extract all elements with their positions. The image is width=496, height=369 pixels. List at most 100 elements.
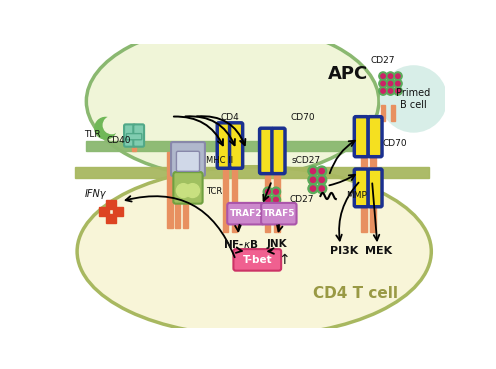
Text: MEK: MEK <box>366 246 392 256</box>
Circle shape <box>317 166 327 176</box>
FancyBboxPatch shape <box>173 172 202 204</box>
Circle shape <box>271 203 281 213</box>
Bar <box>274 156 280 232</box>
Text: CD4: CD4 <box>220 113 239 122</box>
Circle shape <box>308 175 318 185</box>
Circle shape <box>310 168 315 174</box>
Text: APC: APC <box>328 65 368 83</box>
Text: CD70: CD70 <box>382 139 407 148</box>
FancyBboxPatch shape <box>133 124 144 147</box>
Text: Primed
B cell: Primed B cell <box>396 88 431 110</box>
Text: CD27: CD27 <box>290 195 314 204</box>
Circle shape <box>263 187 272 196</box>
Bar <box>75 168 429 178</box>
Circle shape <box>310 186 315 191</box>
Circle shape <box>274 206 278 210</box>
Circle shape <box>386 79 395 88</box>
Circle shape <box>274 189 278 194</box>
Circle shape <box>319 177 324 182</box>
FancyBboxPatch shape <box>354 169 368 207</box>
Circle shape <box>274 197 278 202</box>
Text: TCR: TCR <box>206 187 223 196</box>
Circle shape <box>95 117 117 139</box>
Bar <box>381 105 385 121</box>
Circle shape <box>308 166 318 176</box>
Circle shape <box>396 81 400 86</box>
Text: CD4 T cell: CD4 T cell <box>313 286 398 301</box>
Bar <box>167 152 173 228</box>
Circle shape <box>186 184 199 197</box>
Text: MHC II: MHC II <box>206 156 234 165</box>
Circle shape <box>394 87 402 95</box>
Circle shape <box>308 183 318 194</box>
FancyBboxPatch shape <box>177 151 199 171</box>
FancyBboxPatch shape <box>171 142 205 176</box>
Circle shape <box>386 72 395 80</box>
Circle shape <box>271 187 281 196</box>
Circle shape <box>396 74 400 78</box>
Bar <box>86 141 364 151</box>
Circle shape <box>388 74 393 78</box>
Circle shape <box>379 72 387 80</box>
FancyBboxPatch shape <box>234 249 281 270</box>
FancyBboxPatch shape <box>126 134 142 140</box>
Circle shape <box>379 87 387 95</box>
Circle shape <box>319 186 324 191</box>
Circle shape <box>394 72 402 80</box>
Text: PI3K: PI3K <box>330 246 359 256</box>
Circle shape <box>379 79 387 88</box>
Circle shape <box>265 197 270 202</box>
Circle shape <box>381 74 385 78</box>
Text: IFNγ: IFNγ <box>85 189 106 199</box>
Circle shape <box>319 168 324 174</box>
Bar <box>132 124 136 151</box>
Circle shape <box>396 89 400 93</box>
Circle shape <box>317 175 327 185</box>
FancyBboxPatch shape <box>217 123 230 168</box>
Text: CD27: CD27 <box>371 56 395 65</box>
Bar <box>232 156 237 232</box>
Bar <box>265 156 270 232</box>
FancyBboxPatch shape <box>230 123 243 168</box>
Circle shape <box>386 87 395 95</box>
Circle shape <box>263 203 272 213</box>
Text: NF-$\kappa$B: NF-$\kappa$B <box>223 238 258 250</box>
Text: TRAF5: TRAF5 <box>262 209 295 218</box>
Circle shape <box>271 195 281 204</box>
Circle shape <box>381 89 385 93</box>
Text: TLR: TLR <box>84 130 101 139</box>
FancyBboxPatch shape <box>227 203 264 224</box>
Text: JNK: JNK <box>267 239 288 249</box>
FancyBboxPatch shape <box>272 128 285 174</box>
FancyBboxPatch shape <box>354 117 368 157</box>
Bar <box>371 156 376 232</box>
Ellipse shape <box>77 167 432 336</box>
Circle shape <box>263 195 272 204</box>
Bar <box>361 156 367 232</box>
Text: CD70: CD70 <box>290 113 315 122</box>
Circle shape <box>310 177 315 182</box>
FancyBboxPatch shape <box>259 128 273 174</box>
Bar <box>223 156 228 232</box>
Text: sCD27: sCD27 <box>291 156 320 165</box>
Text: TRAF2: TRAF2 <box>230 209 262 218</box>
Ellipse shape <box>86 24 379 178</box>
Circle shape <box>265 206 270 210</box>
Bar <box>183 152 188 228</box>
FancyBboxPatch shape <box>368 117 382 157</box>
Circle shape <box>265 189 270 194</box>
FancyBboxPatch shape <box>261 203 297 224</box>
Circle shape <box>388 89 393 93</box>
Text: MMP: MMP <box>347 192 368 200</box>
Circle shape <box>394 79 402 88</box>
Circle shape <box>177 184 190 197</box>
FancyBboxPatch shape <box>368 169 382 207</box>
Circle shape <box>103 117 120 134</box>
Circle shape <box>388 81 393 86</box>
Circle shape <box>381 67 446 131</box>
Text: CD40: CD40 <box>107 136 131 145</box>
Text: T-bet: T-bet <box>243 255 272 265</box>
Bar <box>391 105 395 121</box>
FancyBboxPatch shape <box>124 124 135 147</box>
Text: ↑: ↑ <box>278 253 290 267</box>
